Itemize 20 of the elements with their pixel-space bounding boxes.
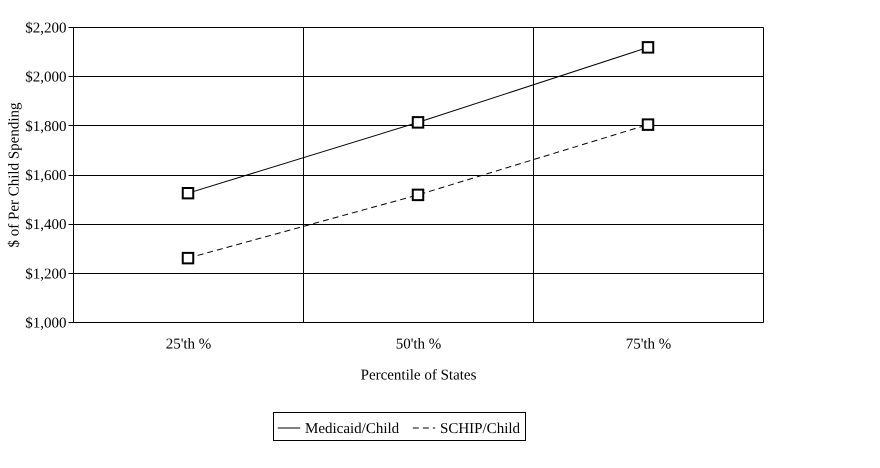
point: [182, 186, 194, 200]
point: [642, 118, 654, 131]
point: [642, 41, 654, 54]
y-tick-label: $1,000: [25, 316, 66, 332]
y-tick-label: $1,200: [25, 266, 66, 282]
y-tick-label: $1,600: [25, 168, 66, 184]
x-tick-label: 75'th %: [626, 336, 672, 352]
point: [412, 188, 424, 202]
legend-label: SCHIP/Child: [440, 421, 521, 437]
x-axis-title: Percentile of States: [360, 368, 477, 384]
y-axis-title: $ of Per Child Spending: [6, 102, 22, 248]
y-tick-label: $1,800: [25, 118, 66, 135]
legend-label: Medicaid/Child: [305, 421, 400, 437]
y-tick-label: $2,200: [25, 20, 66, 36]
point: [412, 116, 424, 129]
x-tick-label: 50'th %: [396, 336, 442, 352]
y-tick-label: $2,000: [25, 70, 66, 86]
point: [182, 252, 194, 264]
x-tick-label: 25'th %: [166, 336, 212, 352]
y-tick-label: $1,400: [25, 217, 66, 234]
